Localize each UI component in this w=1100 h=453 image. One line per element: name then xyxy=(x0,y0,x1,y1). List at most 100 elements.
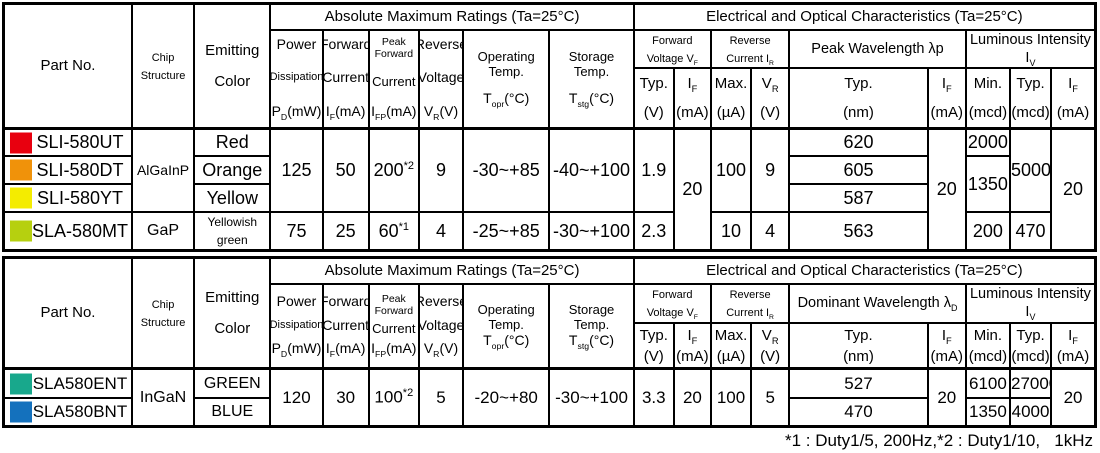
t2-ifp-value: 100*2 xyxy=(367,367,420,428)
emitting-cell-yellowish-green: Yellowish green xyxy=(193,211,272,252)
t2-tstg-value: -30~+100 xyxy=(548,367,635,428)
led-spec-table-top: Part No. Chip Structure Emitting Color A… xyxy=(2,2,1097,253)
t1-power-dissipation-header: Power Dissipation PD(mW) xyxy=(269,28,324,130)
t2-forward-current-header: Forward Current IF(mA) xyxy=(321,282,370,370)
t2-iv-typ-value-27000: 27000 xyxy=(1008,367,1053,399)
part-cell-sla580bnt: SLA580BNT xyxy=(2,396,133,428)
t1-wl-if-header: IF (mA) xyxy=(926,67,967,130)
t1-fv-if-value: 20 xyxy=(672,126,712,252)
t1-wl-value-563: 563 xyxy=(788,211,929,252)
t1-if-value-g1: 50 xyxy=(321,126,370,214)
t2-ir-vr-header: VR (V) xyxy=(750,321,791,370)
part-cell-sli-580yt: SLI-580YT xyxy=(2,183,133,214)
t2-iv-min-value-6100: 6100 xyxy=(964,367,1011,399)
t1-ifp-value-g2: 60*1 xyxy=(367,211,420,252)
t2-iv-typ-header: Typ. (mcd) xyxy=(1008,321,1053,370)
t1-ir-vr-value-g2: 4 xyxy=(750,211,791,252)
t2-fv-if-header: IF (mA) xyxy=(672,321,712,370)
chip-cell-gap: GaP xyxy=(130,211,196,252)
t1-fv-if-header: IF (mA) xyxy=(672,67,712,130)
t1-pd-value-g2: 75 xyxy=(269,211,324,252)
t2-row-sla580ent: SLA580ENT InGaN GREEN 120 30 100*2 5 -20… xyxy=(2,367,1097,428)
t2-luminous-intensity-group: Luminous Intensity IV xyxy=(964,282,1097,324)
part-no-label: Part No. xyxy=(40,56,96,74)
t1-iv-typ-value-5000: 5000 xyxy=(1008,126,1053,214)
t1-topr-value-g1: -30~+85 xyxy=(462,126,551,214)
t1-fv-typ-header: Typ. (V) xyxy=(632,67,675,130)
emitting-cell-orange: Orange xyxy=(193,155,272,186)
t2-part-no-header: Part No. xyxy=(2,256,133,370)
emitting-cell-yellow: Yellow xyxy=(193,183,272,214)
t2-iv-typ-value-4000: 4000 xyxy=(1008,396,1053,428)
t1-emitting-color-header: Emitting Color xyxy=(193,2,272,130)
t1-row-sla-580mt: SLA-580MT GaP Yellowish green 75 25 60*1… xyxy=(2,211,1096,252)
t1-iv-min-value-1350: 1350 xyxy=(964,155,1011,214)
t1-eoc-title: Electrical and Optical Characteristics (… xyxy=(632,2,1097,31)
part-cell-sla580ent: SLA580ENT xyxy=(2,367,133,399)
t1-peak-forward-current-header: Peak Forward Current IFP(mA) xyxy=(367,28,420,130)
t1-iv-min-value-2000: 2000 xyxy=(964,126,1011,158)
t1-reverse-voltage-header: Reverse Voltage VR(V) xyxy=(417,28,465,130)
t1-part-no-header: Part No. xyxy=(2,2,133,130)
t1-iv-typ-value-470: 470 xyxy=(1008,211,1053,252)
t2-operating-temp-header: Operating Temp. Topr(°C) xyxy=(462,282,551,370)
t2-power-dissipation-header: Power Dissipation PD(mW) xyxy=(269,282,324,370)
t1-forward-current-header: Forward Current IF(mA) xyxy=(321,28,370,130)
t1-iv-min-value-200: 200 xyxy=(964,211,1011,252)
t2-row-sla580bnt: SLA580BNT BLUE 470 1350 4000 xyxy=(2,396,1096,428)
t1-topr-value-g2: -25~+85 xyxy=(462,211,551,252)
t1-row-sli-580ut: SLI-580UT AlGaInP Red 125 50 200*2 9 -30… xyxy=(2,126,1097,252)
t2-storage-temp-header: Storage Temp. Tstg(°C) xyxy=(548,282,635,370)
t1-ir-max-value-g2: 10 xyxy=(709,211,753,252)
t2-pd-value: 120 xyxy=(269,367,324,428)
t2-wl-value-470: 470 xyxy=(788,396,929,428)
t2-chip-structure-header: Chip Structure xyxy=(130,256,196,370)
t2-wl-if-value: 20 xyxy=(926,367,967,428)
t1-operating-temp-header: Operating Temp. Topr(°C) xyxy=(462,28,551,130)
emitting-cell-blue: BLUE xyxy=(193,396,272,428)
t1-wl-value-605: 605 xyxy=(788,155,929,186)
t1-row-sli-580yt: SLI-580YT Yellow 587 xyxy=(2,183,1096,214)
color-swatch-red xyxy=(10,132,32,154)
emitting-cell-red: Red xyxy=(193,126,272,158)
t2-vr-value: 5 xyxy=(417,367,465,428)
t1-vr-value-g2: 4 xyxy=(417,211,465,252)
t1-fv-typ-value-g2: 2.3 xyxy=(632,211,675,252)
t2-if-value: 30 xyxy=(321,367,370,428)
color-swatch-orange xyxy=(10,159,32,181)
t2-fv-if-value: 20 xyxy=(672,367,712,428)
t1-pd-value-g1: 125 xyxy=(269,126,324,214)
t2-reverse-voltage-header: Reverse Voltage VR(V) xyxy=(417,282,465,370)
t2-iv-min-value-1350: 1350 xyxy=(964,396,1011,428)
footnote: *1 : Duty1/5, 200Hz,*2 : Duty1/10, 1kHz xyxy=(784,431,1093,451)
part-cell-sli-580dt: SLI-580DT xyxy=(2,155,133,186)
t1-iv-if-header: IF (mA) xyxy=(1050,67,1097,130)
t2-reverse-current-group: Reverse Current IR xyxy=(709,282,791,324)
t1-chip-structure-header: Chip Structure xyxy=(130,2,196,130)
t1-luminous-intensity-group: Luminous Intensity IV xyxy=(964,28,1097,70)
color-swatch-blue xyxy=(10,401,32,423)
t2-iv-if-value: 20 xyxy=(1050,367,1097,428)
t1-vr-value-g1: 9 xyxy=(417,126,465,214)
t1-iv-if-value: 20 xyxy=(1050,126,1097,252)
t1-tstg-value-g1: -40~+100 xyxy=(548,126,635,214)
t2-dominant-wavelength-group: Dominant Wavelength λD xyxy=(788,282,967,324)
t1-wl-typ-header: Typ. (nm) xyxy=(788,67,929,130)
t2-wl-value-527: 527 xyxy=(788,367,929,399)
led-spec-table-bottom: Part No. Chip Structure Emitting Color A… xyxy=(2,256,1097,429)
t2-peak-forward-current-header: Peak Forward Current IFP(mA) xyxy=(367,282,420,370)
t2-eoc-title: Electrical and Optical Characteristics (… xyxy=(632,256,1097,285)
t1-reverse-current-group: Reverse Current IR xyxy=(709,28,791,70)
t1-tstg-value-g2: -30~+100 xyxy=(548,211,635,252)
t1-amr-title: Absolute Maximum Ratings (Ta=25°C) xyxy=(269,2,635,31)
t1-ir-vr-value-g1: 9 xyxy=(750,126,791,214)
chip-cell-algainp: AlGaInP xyxy=(130,126,196,214)
t2-fv-typ-value: 3.3 xyxy=(632,367,675,428)
t1-if-value-g2: 25 xyxy=(321,211,370,252)
color-swatch-yellow xyxy=(10,187,32,209)
t2-fv-typ-header: Typ. (V) xyxy=(632,321,675,370)
t2-wl-typ-header: Typ. (nm) xyxy=(788,321,929,370)
t2-ir-vr-value: 5 xyxy=(750,367,791,428)
t1-ir-vr-header: VR (V) xyxy=(750,67,791,130)
color-swatch-yellow-green xyxy=(10,220,32,242)
